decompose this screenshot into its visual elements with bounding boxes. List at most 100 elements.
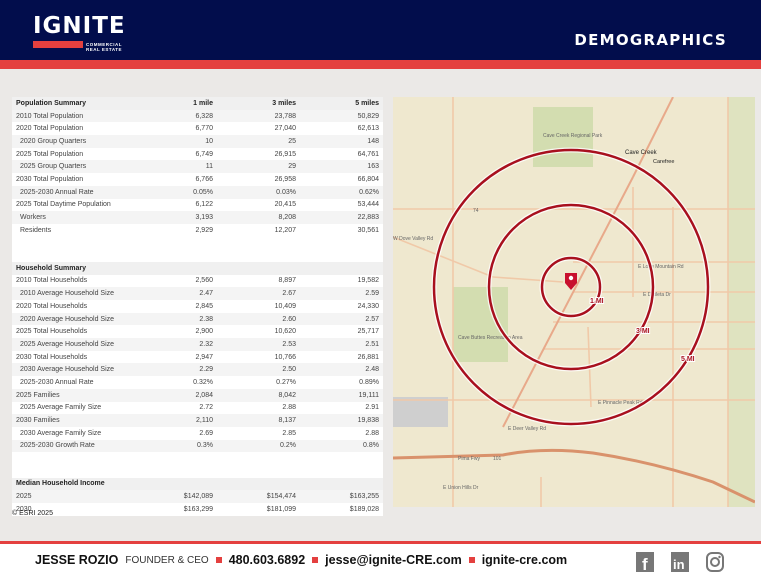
cell-value: 2.59 xyxy=(365,290,379,298)
table-row: 2030 Families 2,110 8,137 19,838 xyxy=(12,414,383,427)
cell-value: 2.88 xyxy=(365,429,379,437)
radius-map[interactable]: Cave Creek Carefree Cave Creek Regional … xyxy=(393,97,755,507)
spacer-row xyxy=(12,464,383,478)
ring-1mi xyxy=(540,256,602,318)
row-label: 2010 Average Household Size xyxy=(20,290,115,298)
footer-divider xyxy=(0,541,761,544)
row-label: 2030 Average Household Size xyxy=(20,366,115,374)
table-row: 2020 Total Population 6,770 27,040 62,613 xyxy=(12,122,383,135)
map-label: Pima Fwy xyxy=(458,456,480,462)
cell-value: 2.48 xyxy=(365,366,379,374)
linkedin-icon[interactable]: in xyxy=(670,552,690,572)
cell-value: 24,330 xyxy=(357,302,379,310)
cell-value: 2,560 xyxy=(195,277,213,285)
map-label: E Dixileta Dr xyxy=(643,292,671,298)
table-row: 2025 Total Daytime Population 6,122 20,415… xyxy=(12,199,383,212)
cell-value: 2.88 xyxy=(282,404,296,412)
row-label: 2020 Total Households xyxy=(16,302,88,310)
cell-value: 2.38 xyxy=(199,315,213,323)
table-row: 2010 Total Households 2,560 8,897 19,582 xyxy=(12,275,383,288)
cell-value: 10,409 xyxy=(274,302,296,310)
map-label: Cave Creek xyxy=(625,150,658,156)
map-label: E Union Hills Dr xyxy=(443,485,479,491)
row-label: Workers xyxy=(20,214,46,222)
section-title: Median Household Income xyxy=(16,480,105,488)
radius-rings xyxy=(431,147,711,427)
facebook-icon[interactable]: f xyxy=(635,552,655,572)
cell-value: 2.72 xyxy=(199,404,213,412)
row-label: 2025 Group Quarters xyxy=(20,163,87,171)
column-header: 1 mile xyxy=(193,99,213,107)
cell-value: 10,766 xyxy=(274,353,296,361)
cell-value: 2.91 xyxy=(365,404,379,412)
table-row: 2020 Total Households 2,845 10,409 24,330 xyxy=(12,300,383,313)
cell-value: 19,111 xyxy=(358,391,379,399)
cell-value: 10 xyxy=(205,137,213,145)
row-label: Residents xyxy=(20,226,52,234)
cell-value: 0.3% xyxy=(197,442,213,450)
row-label: 2020 Average Household Size xyxy=(20,315,115,323)
svg-text:in: in xyxy=(673,557,685,572)
agent-name: JESSE ROZIO xyxy=(35,553,119,567)
cell-value: 2.53 xyxy=(282,340,296,348)
cell-value: 30,561 xyxy=(357,226,379,234)
table-row: 2025 $142,089 $154,474 $163,255 xyxy=(12,490,383,503)
row-label: 2025 Total Households xyxy=(16,328,88,336)
instagram-icon[interactable] xyxy=(705,552,725,572)
email-link[interactable]: jesse@ignite-CRE.com xyxy=(325,553,462,567)
cell-value: 22,883 xyxy=(357,214,379,222)
cell-value: 26,881 xyxy=(357,353,379,361)
section-header-row: Median Household Income xyxy=(12,477,383,491)
cell-value: 163 xyxy=(367,163,379,171)
cell-value: 2.47 xyxy=(199,290,213,298)
cell-value: 8,897 xyxy=(278,277,296,285)
map-label: Cave Creek Regional Park xyxy=(543,133,603,139)
table-row: 2025-2030 Growth Rate 0.3% 0.2% 0.8% xyxy=(12,439,383,453)
cell-value: 6,328 xyxy=(195,112,213,120)
section-title: Household Summary xyxy=(16,264,87,272)
ignite-logo: IGNITE COMMERCIAL REAL ESTATE xyxy=(33,13,126,52)
cell-value: 6,122 xyxy=(195,201,213,209)
cell-value: 2.32 xyxy=(199,340,213,348)
section-title: Population Summary xyxy=(16,99,87,107)
section-header-row: Population Summary 1 mile 3 miles 5 miles xyxy=(12,97,383,110)
cell-value: 0.27% xyxy=(276,378,296,386)
cell-value: 8,208 xyxy=(278,214,296,222)
cell-value: $142,089 xyxy=(183,493,213,501)
spacer-row xyxy=(12,236,383,250)
cell-value: $163,299 xyxy=(183,505,213,513)
cell-value: 27,040 xyxy=(274,125,296,133)
cell-value: 12,207 xyxy=(274,226,296,234)
table-row: 2025 Total Population 6,749 26,915 64,761 xyxy=(12,148,383,161)
cell-value: 6,749 xyxy=(195,150,213,158)
cell-value: $154,474 xyxy=(266,493,296,501)
phone-link[interactable]: 480.603.6892 xyxy=(228,553,306,567)
website-link[interactable]: ignite-cre.com xyxy=(481,553,568,567)
table-row: 2025 Total Households 2,900 10,620 25,717 xyxy=(12,325,383,338)
ring-label-1mi: 1 MI xyxy=(590,298,604,305)
row-label: 2025 xyxy=(16,493,32,501)
cell-value: 6,766 xyxy=(195,175,213,183)
map-label: E Pinnacle Peak Rd xyxy=(598,400,643,406)
column-header: 3 miles xyxy=(272,99,296,107)
cell-value: 10,620 xyxy=(274,328,296,336)
cell-value: 0.8% xyxy=(363,442,379,450)
table-row: 2025-2030 Annual Rate 0.32% 0.27% 0.89% xyxy=(12,376,383,389)
table-row: 2025 Average Family Size 2.72 2.88 2.91 xyxy=(12,402,383,415)
contact-bar: JESSE ROZIO FOUNDER & CEO 480.603.6892 j… xyxy=(35,553,567,567)
cell-value: 19,838 xyxy=(357,417,379,425)
cell-value: 2.51 xyxy=(365,340,379,348)
cell-value: 50,829 xyxy=(357,112,379,120)
map-label: 74 xyxy=(473,208,479,214)
footer xyxy=(0,544,761,588)
cell-value: 26,958 xyxy=(274,175,296,183)
row-label: 2010 Total Households xyxy=(16,277,88,285)
cell-value: 19,582 xyxy=(357,277,379,285)
section-header-row: Household Summary xyxy=(12,261,383,275)
cell-value: 29 xyxy=(288,163,296,171)
ring-label-5mi: 5 MI xyxy=(681,356,695,363)
cell-value: 0.89% xyxy=(359,378,379,386)
table-row: 2030 Total Population 6,766 26,958 66,804 xyxy=(12,173,383,186)
cell-value: 2,110 xyxy=(196,417,213,425)
cell-value: 8,137 xyxy=(278,417,296,425)
